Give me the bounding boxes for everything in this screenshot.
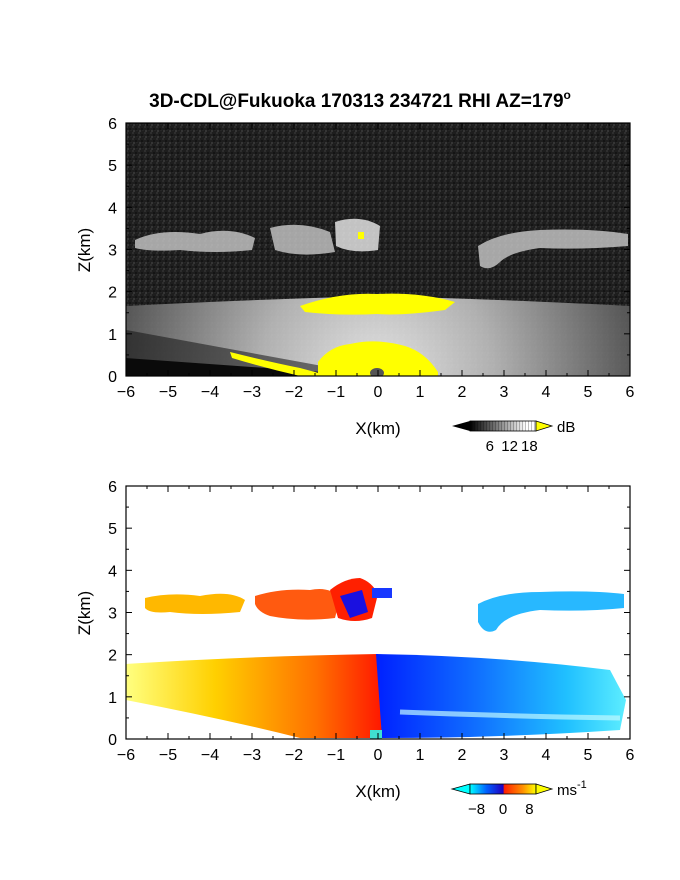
velocity-axes: −6 −5 −4 −3 −2 −1 0 1 2 3 4 5 6 0 1 2 3 4 5 6 [108, 479, 634, 764]
velocity-colorbar: −8 0 8 ms-1 [450, 779, 587, 818]
reflectivity-x-tick-label: 3 [500, 384, 509, 401]
reflectivity-colorbar-tick-label: 18 [521, 438, 538, 455]
reflectivity-x-tick-label: −5 [159, 384, 177, 401]
velocity-x-tick-label: 1 [416, 747, 425, 764]
reflectivity-axes: −6 −5 −4 −3 −2 −1 0 1 2 3 4 5 6 0 1 2 3 4 5 6 [108, 116, 634, 401]
velocity-y-tick-label: 0 [108, 732, 117, 749]
reflectivity-x-tick-label: 2 [458, 384, 467, 401]
velocity-panel: −6 −5 −4 −3 −2 −1 0 1 2 3 4 5 6 0 1 2 3 4 5 6 X(km) Z(km) −… [75, 479, 635, 818]
reflectivity-x-tick-label: −3 [243, 384, 261, 401]
velocity-xlabel: X(km) [355, 782, 400, 801]
reflectivity-x-tick-label: −4 [201, 384, 219, 401]
velocity-x-tick-label: 6 [626, 747, 635, 764]
velocity-x-tick-label: 4 [542, 747, 551, 764]
velocity-x-tick-label: −2 [285, 747, 303, 764]
reflectivity-colorbar: 6 12 18 dB [452, 419, 575, 455]
reflectivity-x-tick-label: 5 [584, 384, 593, 401]
velocity-y-tick-label: 3 [108, 606, 117, 623]
reflectivity-x-tick-label: −1 [327, 384, 345, 401]
reflectivity-y-tick-label: 3 [108, 243, 117, 260]
reflectivity-x-tick-label: 4 [542, 384, 551, 401]
reflectivity-x-tick-label: 6 [626, 384, 635, 401]
reflectivity-y-tick-label: 5 [108, 158, 117, 175]
reflectivity-x-tick-label: 0 [374, 384, 383, 401]
velocity-y-tick-label: 5 [108, 521, 117, 538]
reflectivity-xlabel: X(km) [355, 419, 400, 438]
reflectivity-y-tick-label: 2 [108, 285, 117, 302]
reflectivity-y-tick-label: 4 [108, 200, 117, 217]
velocity-x-tick-label: 2 [458, 747, 467, 764]
reflectivity-x-tick-label: −2 [285, 384, 303, 401]
velocity-x-tick-label: −1 [327, 747, 345, 764]
velocity-ylabel: Z(km) [75, 591, 94, 635]
velocity-x-tick-label: −4 [201, 747, 219, 764]
velocity-y-tick-label: 1 [108, 690, 117, 707]
velocity-x-tick-label: −5 [159, 747, 177, 764]
velocity-x-tick-label: −6 [117, 747, 135, 764]
reflectivity-ylabel: Z(km) [75, 228, 94, 272]
velocity-x-tick-label: 3 [500, 747, 509, 764]
reflectivity-y-tick-label: 1 [108, 327, 117, 344]
reflectivity-colorbar-tick-label: 12 [501, 438, 518, 455]
velocity-colorbar-tick-label: 8 [525, 801, 533, 818]
reflectivity-colorbar-tick-label: 6 [486, 438, 494, 455]
reflectivity-x-tick-label: −6 [117, 384, 135, 401]
reflectivity-y-tick-label: 0 [108, 369, 117, 386]
reflectivity-y-tick-label: 6 [108, 116, 117, 133]
reflectivity-image [126, 123, 630, 376]
reflectivity-x-tick-label: 1 [416, 384, 425, 401]
velocity-y-tick-label: 6 [108, 479, 117, 496]
velocity-y-tick-label: 4 [108, 563, 117, 580]
velocity-x-tick-label: 0 [374, 747, 383, 764]
velocity-colorbar-tick-label: −8 [468, 801, 485, 818]
velocity-x-tick-label: 5 [584, 747, 593, 764]
velocity-y-tick-label: 2 [108, 648, 117, 665]
velocity-x-tick-label: −3 [243, 747, 261, 764]
reflectivity-colorbar-unit: dB [557, 419, 575, 436]
velocity-image [126, 486, 630, 739]
figure-title: 3D-CDL@Fukuoka 170313 234721 RHI AZ=179o [149, 88, 571, 112]
velocity-colorbar-unit: ms-1 [557, 779, 587, 799]
velocity-colorbar-tick-label: 0 [499, 801, 507, 818]
